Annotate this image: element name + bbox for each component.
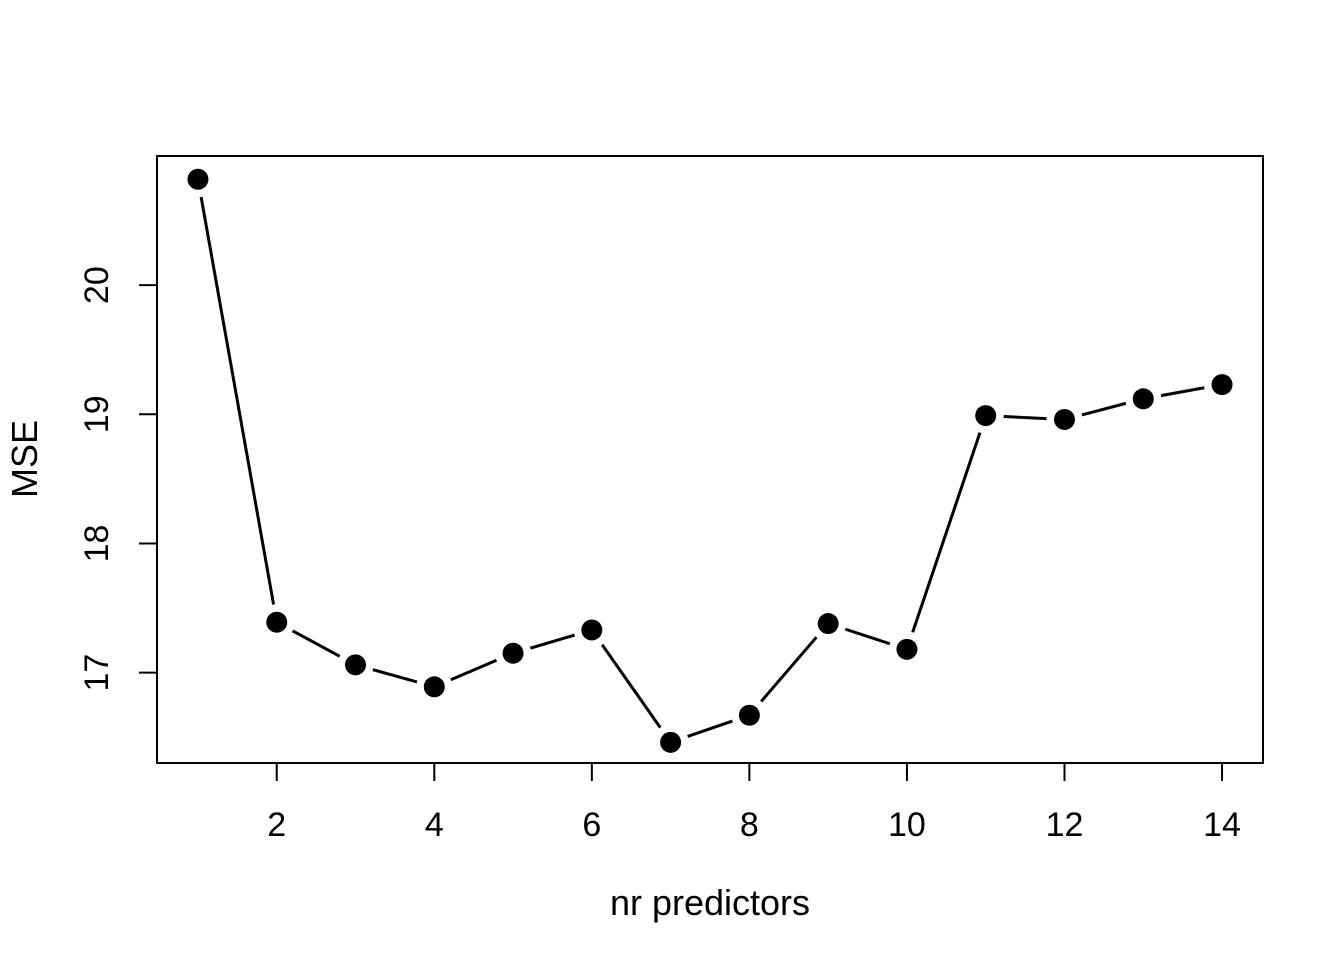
y-tick-label: 19 xyxy=(78,395,116,433)
x-axis: 2 4 6 8 10 12 14 xyxy=(267,763,1241,844)
x-tick-label: 10 xyxy=(888,806,926,844)
data-point xyxy=(660,731,682,753)
series-segment xyxy=(1003,414,1047,421)
y-tick-label: 17 xyxy=(78,654,116,692)
data-point xyxy=(1053,408,1075,430)
series-segment xyxy=(1160,386,1205,398)
x-tick-label: 4 xyxy=(425,806,444,844)
series-segment xyxy=(911,432,982,633)
x-axis-title: nr predictors xyxy=(610,882,810,923)
y-tick-label: 20 xyxy=(78,266,116,304)
series-line xyxy=(199,196,1205,738)
data-point xyxy=(502,642,524,664)
y-tick-label: 18 xyxy=(78,525,116,563)
x-tick-label: 14 xyxy=(1203,806,1241,844)
series-segment xyxy=(199,196,276,605)
data-point xyxy=(1211,374,1233,396)
plot-border xyxy=(156,155,1264,764)
x-tick-label: 2 xyxy=(267,806,286,844)
series-segment xyxy=(291,629,341,658)
data-point xyxy=(738,704,760,726)
series-segment xyxy=(687,719,733,738)
y-axis: 17 18 19 20 xyxy=(78,266,157,692)
data-point xyxy=(581,619,603,641)
series-segment xyxy=(372,668,418,684)
data-point xyxy=(817,613,839,635)
data-point xyxy=(345,654,367,676)
data-point xyxy=(187,168,209,190)
x-tick-label: 12 xyxy=(1046,806,1084,844)
data-point xyxy=(423,676,445,698)
x-tick-label: 8 xyxy=(740,806,759,844)
series-segment xyxy=(529,633,575,650)
series-segment xyxy=(759,636,818,703)
data-point xyxy=(1132,388,1154,410)
series-segment xyxy=(600,643,662,729)
data-point xyxy=(975,405,997,427)
series-segment xyxy=(844,627,891,646)
y-axis-title: MSE xyxy=(4,420,45,498)
series-segment xyxy=(1081,401,1127,417)
series-points xyxy=(187,168,1233,753)
series-segment xyxy=(450,658,498,682)
data-point xyxy=(266,611,288,633)
x-tick-label: 6 xyxy=(582,806,601,844)
data-point xyxy=(896,638,918,660)
